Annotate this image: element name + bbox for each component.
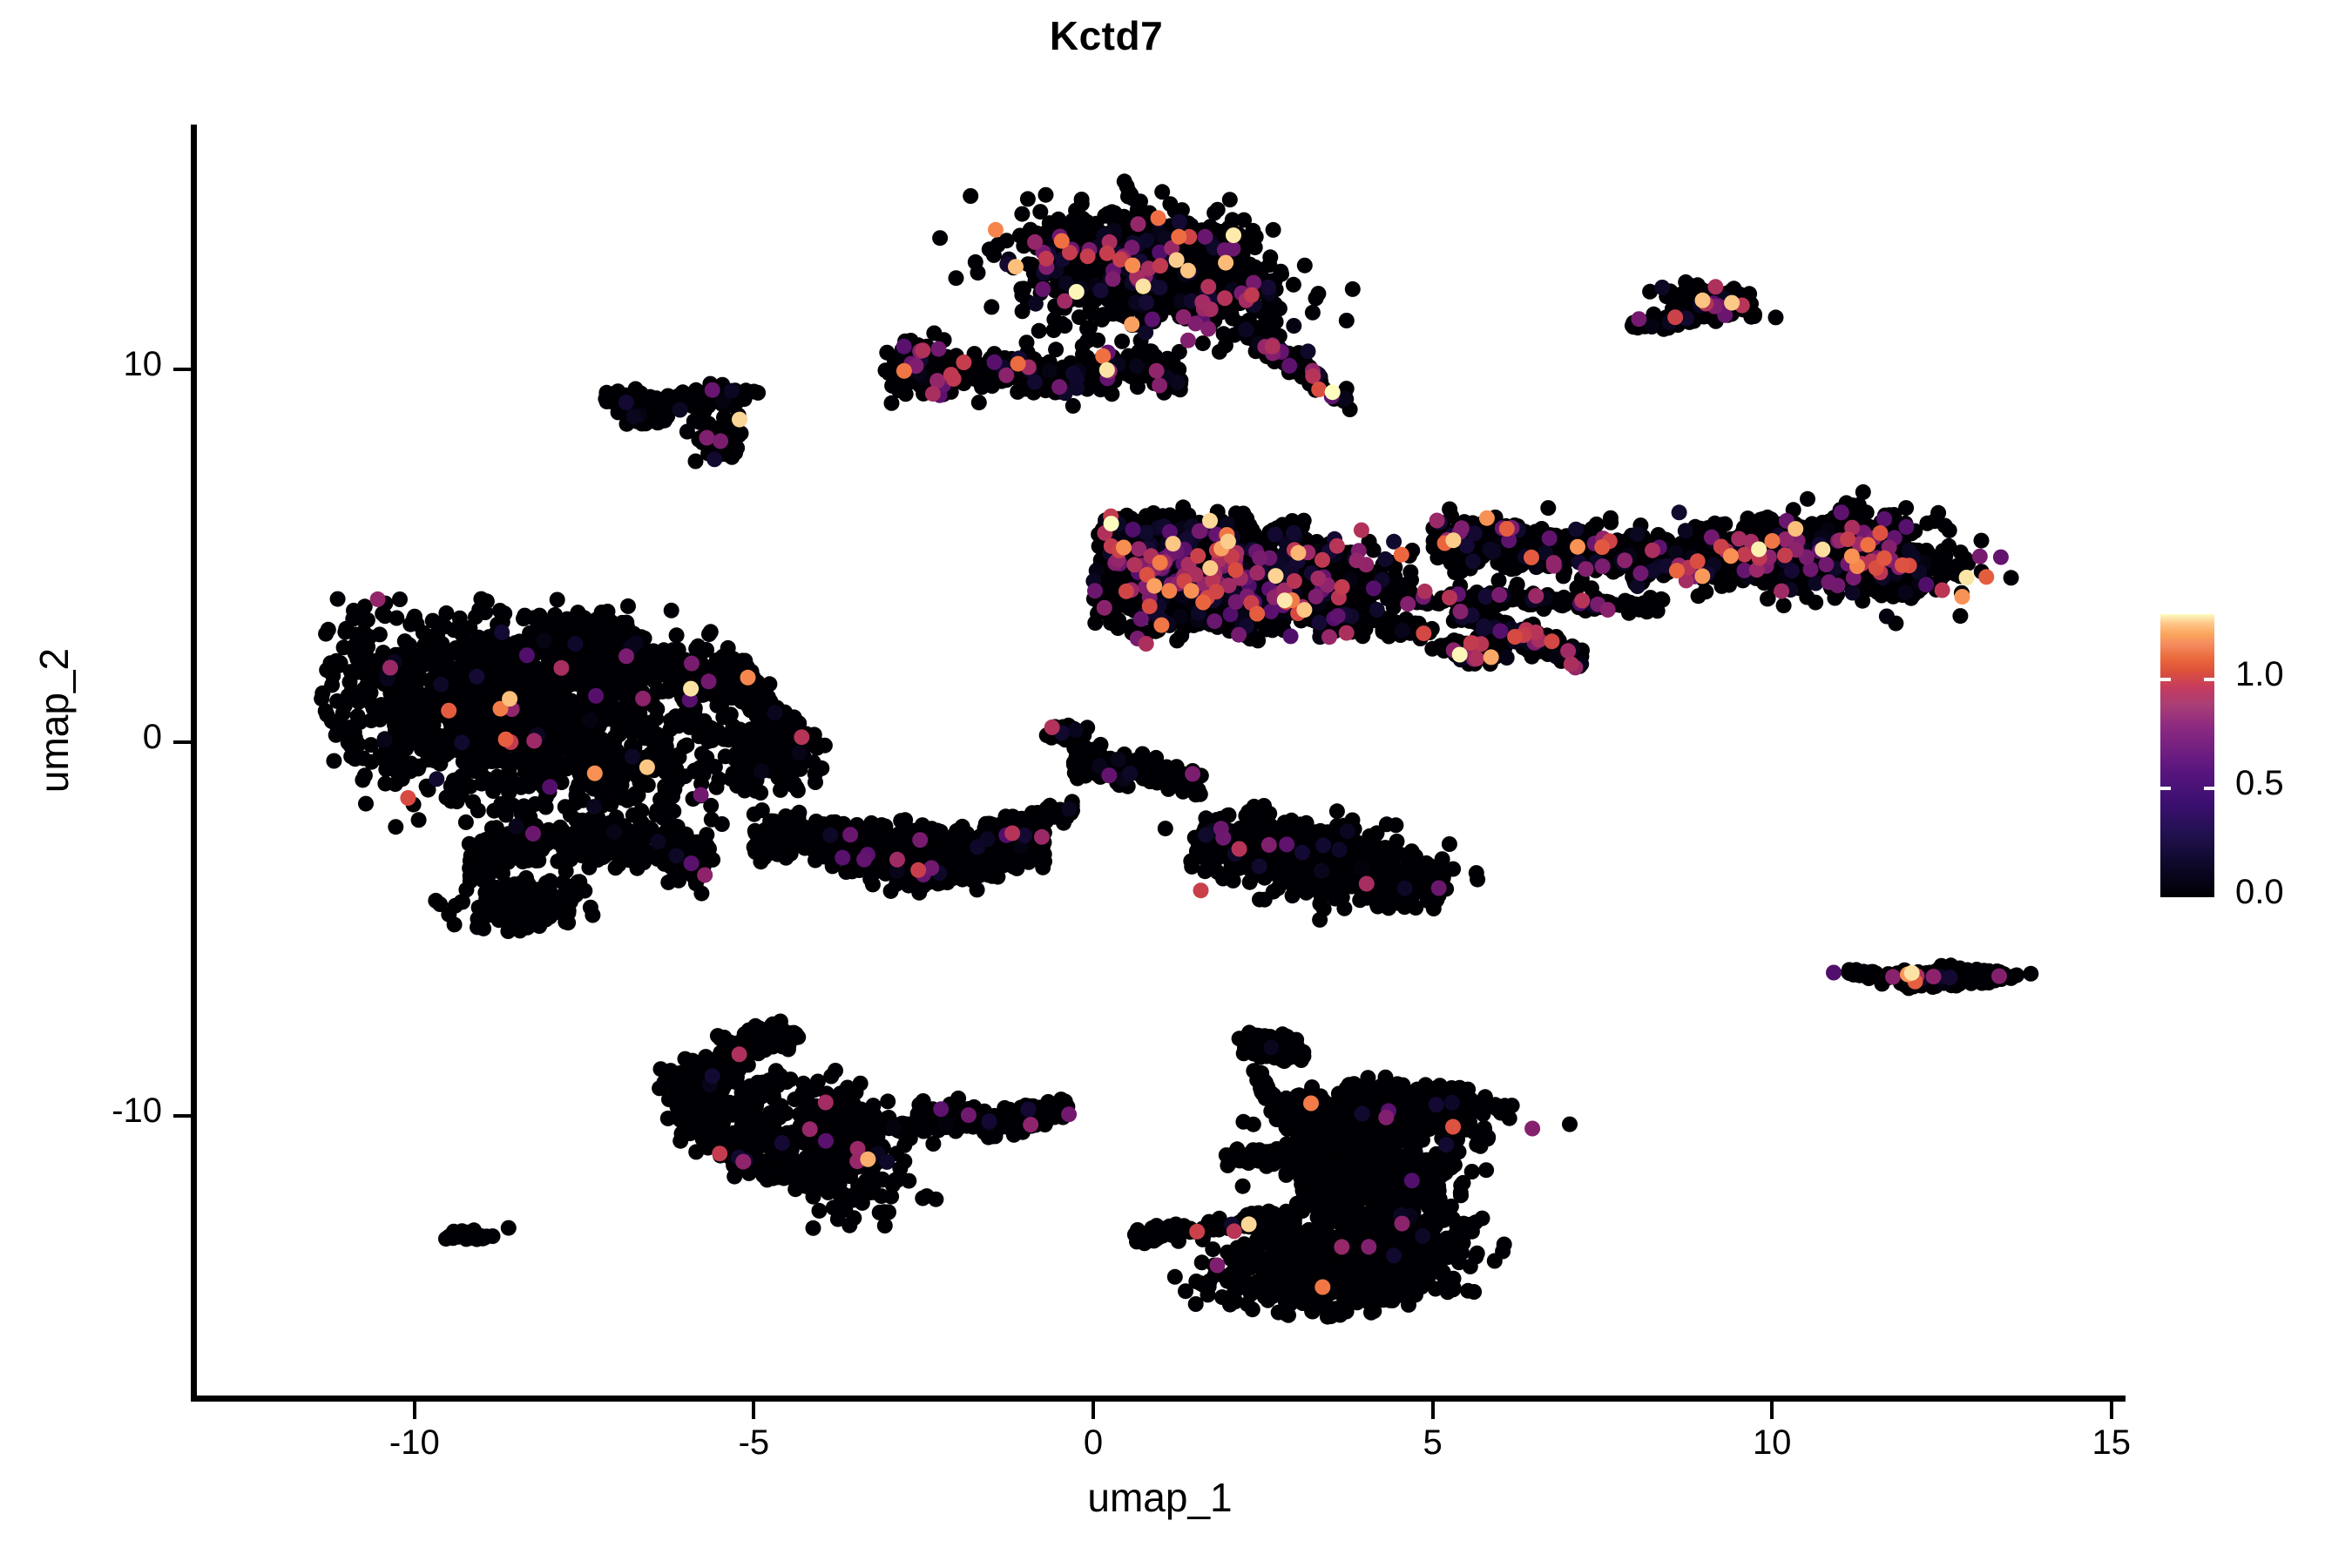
plot-panel <box>194 125 2126 1398</box>
x-tick <box>752 1402 756 1419</box>
x-axis-line <box>191 1396 2126 1402</box>
scatter-points-layer <box>314 173 2039 1325</box>
colorbar-tick-label: 1.0 <box>2235 655 2284 693</box>
y-tick <box>173 1113 191 1118</box>
colorbar-tick <box>2204 678 2214 681</box>
page-title: Kctd7 <box>1049 13 1164 58</box>
colorbar-gradient <box>2160 614 2214 897</box>
x-tick <box>1770 1402 1774 1419</box>
colorbar-tick-label: 0.0 <box>2235 873 2284 911</box>
y-tick-label: -10 <box>112 1091 162 1130</box>
x-axis-label: umap_1 <box>1087 1475 1233 1520</box>
y-tick <box>173 367 191 371</box>
colorbar-tick <box>2160 678 2171 681</box>
colorbar-tick <box>2204 787 2214 790</box>
y-tick-label: 10 <box>123 344 163 383</box>
colorbar-tick <box>2160 787 2171 790</box>
y-axis-line <box>191 125 197 1402</box>
x-tick <box>1430 1402 1435 1419</box>
colorbar-legend: 1.0 0.5 0.0 <box>2160 614 2335 911</box>
x-tick-label: 0 <box>1083 1423 1104 1462</box>
x-tick <box>2109 1402 2113 1419</box>
x-tick <box>1092 1402 1095 1419</box>
x-tick-label: 10 <box>1752 1423 1792 1462</box>
y-axis-label: umap_2 <box>31 647 77 794</box>
colorbar-tick-label: 0.5 <box>2235 764 2284 802</box>
x-tick-label: -10 <box>389 1423 440 1462</box>
y-tick-label: 0 <box>142 718 162 756</box>
x-tick-label: 15 <box>2092 1423 2132 1462</box>
x-tick-label: 5 <box>1423 1423 1443 1462</box>
x-tick <box>412 1402 416 1419</box>
x-tick-label: -5 <box>738 1423 770 1462</box>
y-tick <box>173 740 191 744</box>
